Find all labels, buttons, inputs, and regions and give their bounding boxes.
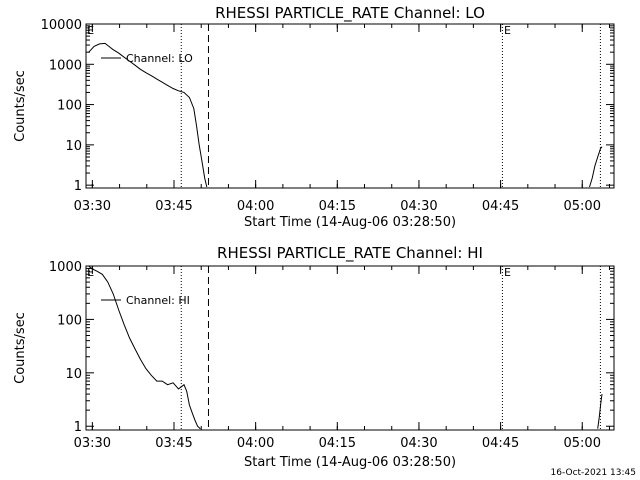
y-tick-label: 1000 <box>49 260 82 275</box>
series-line <box>88 42 208 188</box>
chart-title: RHESSI PARTICLE_RATE Channel: LO <box>215 4 485 23</box>
series-line <box>589 146 603 188</box>
event-marker-label: E <box>504 24 511 37</box>
y-tick-label: 10000 <box>41 18 82 33</box>
event-marker-label: E <box>87 24 94 37</box>
y-tick-label: 100 <box>57 99 82 114</box>
legend-label: Channel: HI <box>126 294 190 307</box>
series-line <box>597 394 603 429</box>
x-tick-label: 03:30 <box>74 199 111 214</box>
series-line <box>88 265 201 430</box>
x-tick-label: 04:45 <box>482 199 519 214</box>
chart-panel-hi: RHESSI PARTICLE_RATE Channel: HI Start Ti… <box>13 244 615 470</box>
y-axis-label: Counts/sec <box>13 312 28 384</box>
x-tick-label: 04:00 <box>237 199 274 214</box>
x-tick-label: 05:00 <box>564 436 601 451</box>
plot-frame <box>85 265 615 431</box>
plot-frame <box>85 23 615 189</box>
chart-panel-lo: RHESSI PARTICLE_RATE Channel: LO Start Ti… <box>13 4 615 230</box>
x-tick-label: 03:45 <box>155 199 192 214</box>
y-tick-label: 1 <box>74 179 82 194</box>
chart-title: RHESSI PARTICLE_RATE Channel: HI <box>217 244 483 263</box>
x-axis-label: Start Time (14-Aug-06 03:28:50) <box>244 455 456 470</box>
x-tick-label: 04:30 <box>400 436 437 451</box>
x-tick-label: 04:15 <box>319 436 356 451</box>
y-tick-label: 1000 <box>49 58 82 73</box>
y-tick-label: 10 <box>65 139 82 154</box>
x-tick-label: 04:30 <box>400 199 437 214</box>
x-tick-label: 03:30 <box>74 436 111 451</box>
x-tick-label: 04:15 <box>319 199 356 214</box>
x-tick-label: 05:00 <box>564 199 601 214</box>
y-tick-label: 100 <box>57 313 82 328</box>
event-marker-label: E <box>504 266 511 279</box>
x-tick-label: 04:45 <box>482 436 519 451</box>
y-axis-label: Counts/sec <box>13 70 28 142</box>
plot-timestamp: 16-Oct-2021 13:45 <box>550 468 636 478</box>
x-tick-label: 03:45 <box>155 436 192 451</box>
x-tick-label: 04:00 <box>237 436 274 451</box>
legend-label: Channel: LO <box>126 52 193 65</box>
y-tick-label: 1 <box>74 420 82 435</box>
y-tick-label: 10 <box>65 367 82 382</box>
event-marker-label: E <box>87 266 94 279</box>
x-axis-label: Start Time (14-Aug-06 03:28:50) <box>244 215 456 230</box>
